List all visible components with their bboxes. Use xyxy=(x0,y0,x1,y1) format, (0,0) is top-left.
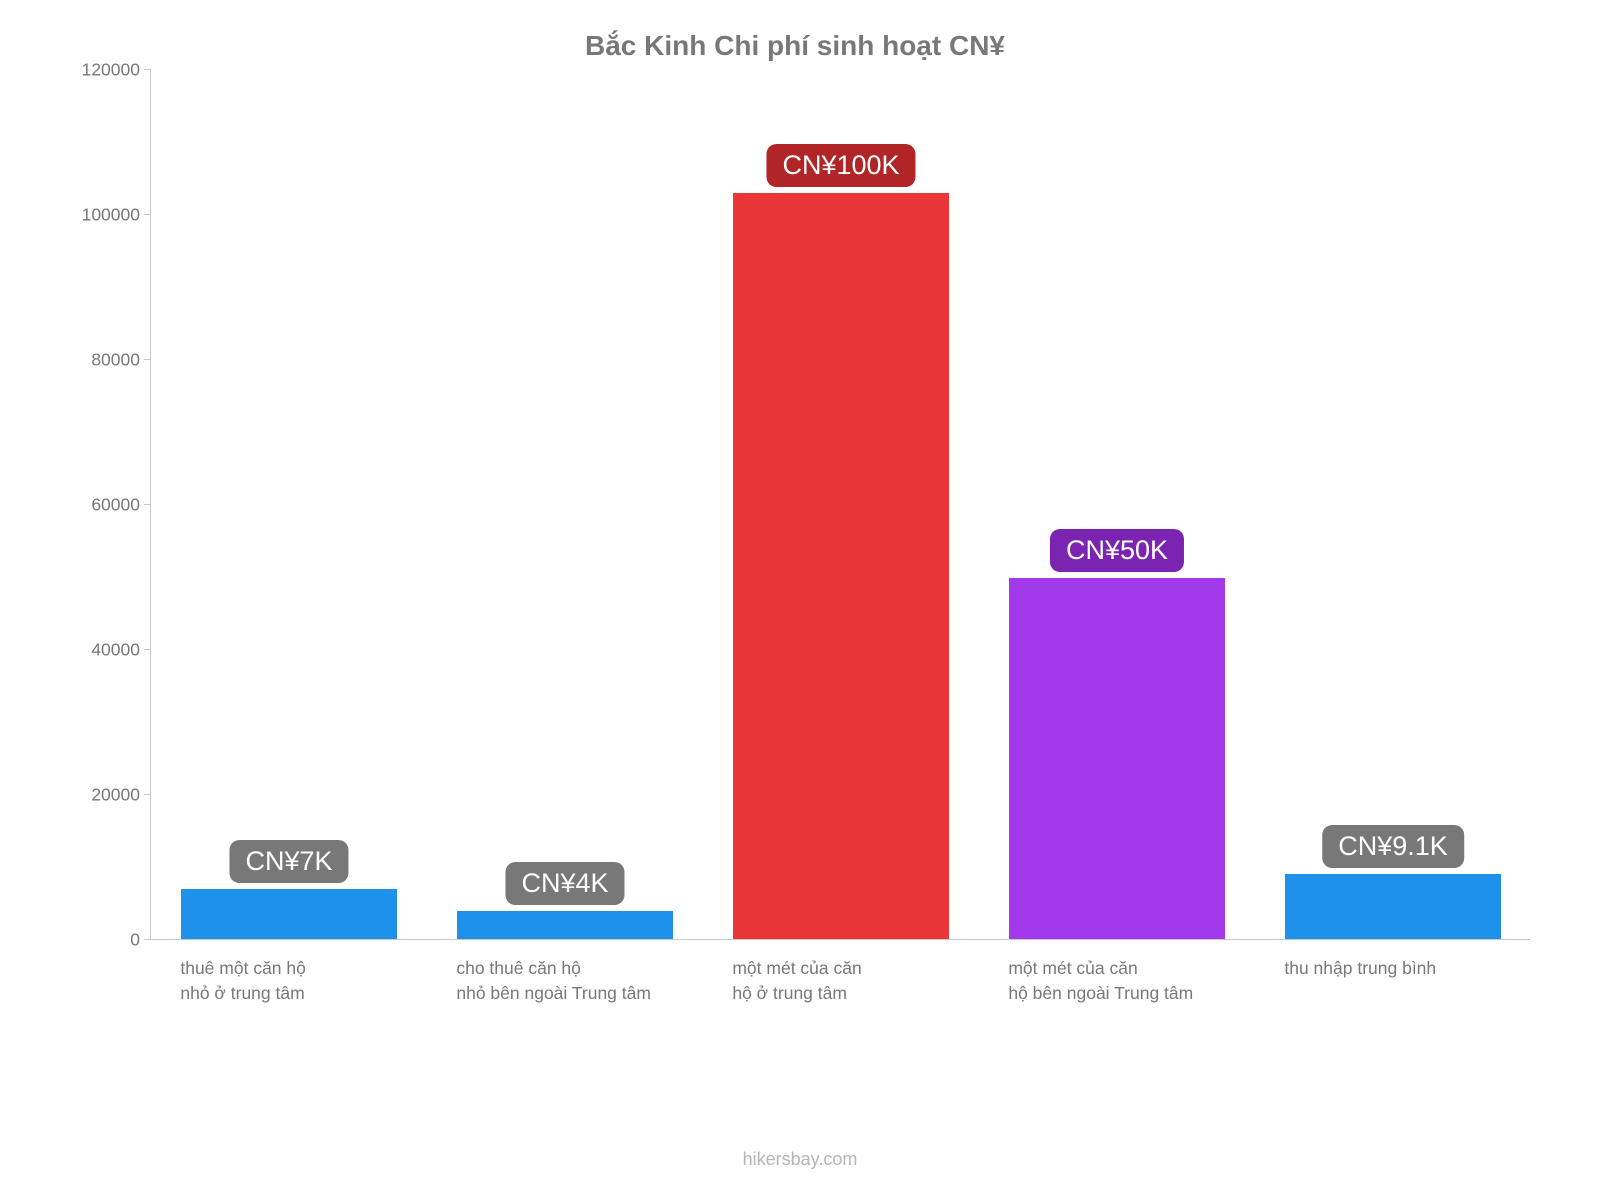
y-tick-mark xyxy=(144,359,151,360)
y-axis: 020000400006000080000100000120000 xyxy=(60,70,150,940)
chart-title: Bắc Kinh Chi phí sinh hoạt CN¥ xyxy=(60,30,1530,62)
plot-area: CN¥7K CN¥4K CN¥100K CN¥50K CN¥9.1K xyxy=(150,70,1530,940)
y-tick-label: 80000 xyxy=(91,350,140,371)
bar: CN¥4K xyxy=(457,911,672,940)
y-tick-mark xyxy=(144,504,151,505)
y-tick-label: 0 xyxy=(130,930,140,951)
bar: CN¥7K xyxy=(181,889,396,940)
y-tick-mark xyxy=(144,794,151,795)
y-tick-mark xyxy=(144,649,151,650)
y-tick-label: 60000 xyxy=(91,495,140,516)
bar: CN¥50K xyxy=(1009,578,1224,941)
plot: 020000400006000080000100000120000 CN¥7KC… xyxy=(60,70,1530,940)
y-tick-label: 40000 xyxy=(91,640,140,661)
x-axis-label: thu nhập trung bình xyxy=(1284,956,1560,981)
value-badge: CN¥50K xyxy=(1050,529,1184,572)
value-badge: CN¥4K xyxy=(505,862,624,905)
value-badge: CN¥100K xyxy=(766,144,915,187)
y-tick-label: 20000 xyxy=(91,785,140,806)
bar: CN¥100K xyxy=(733,193,948,940)
x-axis-labels: thuê một căn hộ nhỏ ở trung tâmcho thuê … xyxy=(150,940,1530,1030)
cost-of-living-bar-chart: Bắc Kinh Chi phí sinh hoạt CN¥ 0 20000 400… xyxy=(60,30,1530,1030)
x-axis-label: cho thuê căn hộ nhỏ bên ngoài Trung tâm xyxy=(456,956,732,1007)
x-axis-label: một mét của căn hộ bên ngoài Trung tâm xyxy=(1008,956,1284,1007)
y-tick-label: 100000 xyxy=(82,205,140,226)
value-badge: CN¥9.1K xyxy=(1322,825,1464,868)
value-badge: CN¥7K xyxy=(229,840,348,883)
attribution-text: hikersbay.com xyxy=(0,1149,1600,1170)
y-tick-label: 120000 xyxy=(82,60,140,81)
y-tick-mark xyxy=(144,69,151,70)
y-tick-mark xyxy=(144,214,151,215)
bar: CN¥9.1K xyxy=(1285,874,1500,940)
x-axis-label: một mét của căn hộ ở trung tâm xyxy=(732,956,1008,1007)
x-axis-label: thuê một căn hộ nhỏ ở trung tâm xyxy=(180,956,456,1007)
bars-layer: CN¥7K CN¥4K CN¥100K CN¥50K CN¥9.1K xyxy=(151,70,1530,940)
